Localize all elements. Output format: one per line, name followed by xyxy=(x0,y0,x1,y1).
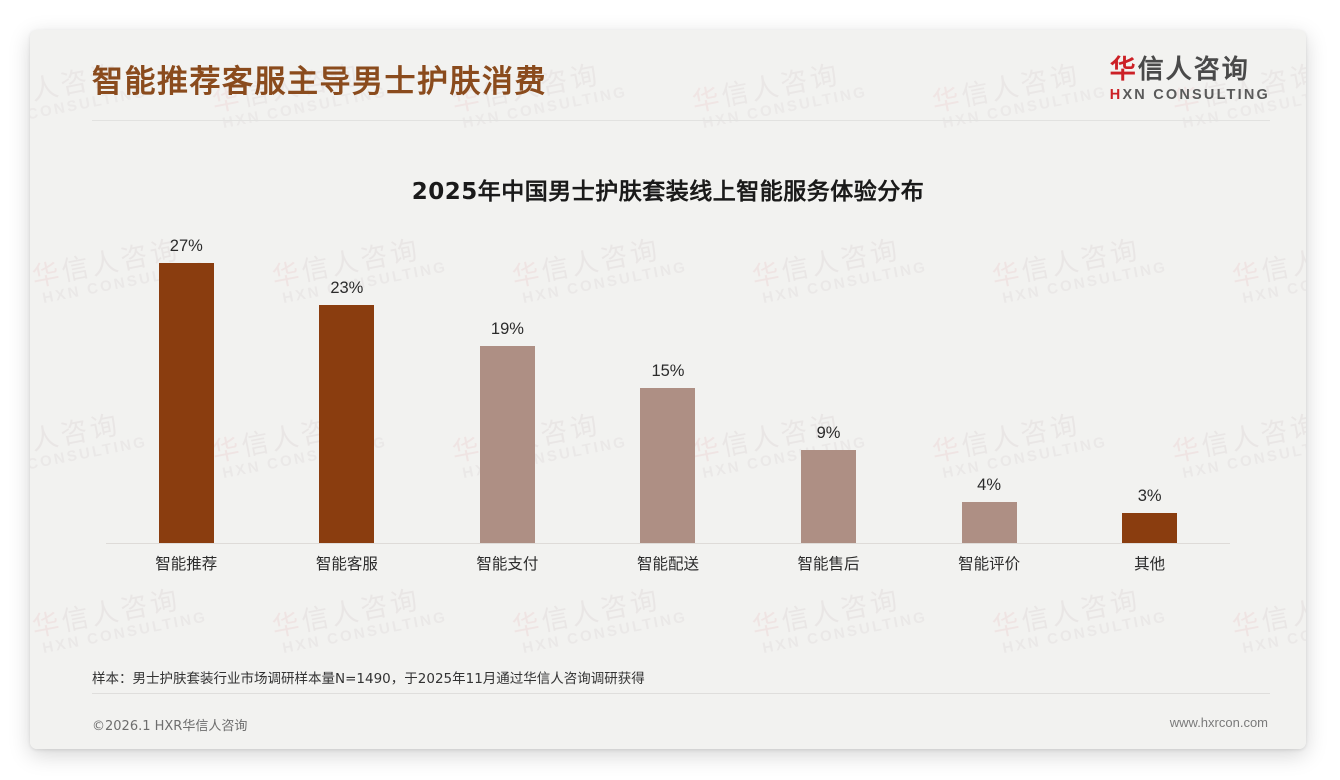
bar-rect[interactable] xyxy=(961,502,1017,544)
page-title: 智能推荐客服主导男士护肤消费 xyxy=(92,64,547,100)
bar-rect[interactable] xyxy=(801,450,857,544)
chart-area: 2025年中国男士护肤套装线上智能服务体验分布 27% 23% 19% 15% 9% 4%… xyxy=(30,122,1306,653)
bar-value-label: 4% xyxy=(977,476,1002,495)
bar-value-label: 9% xyxy=(816,424,841,443)
bar-rect[interactable] xyxy=(319,304,375,544)
bar-rect[interactable] xyxy=(158,263,214,544)
footer-bar: ©2026.1 HXR华信人咨询 www.hxrcon.com xyxy=(30,703,1306,749)
x-axis-label: 智能售后 xyxy=(797,555,860,573)
bar-value-label: 3% xyxy=(1137,486,1162,505)
bar-column[interactable]: 9% xyxy=(748,232,909,544)
bar-value-label: 27% xyxy=(169,237,203,256)
bar-value-label: 19% xyxy=(490,320,524,339)
x-axis-label: 智能配送 xyxy=(636,555,699,573)
footer-copyright: ©2026.1 HXR华信人咨询 xyxy=(92,719,248,734)
bar-rect[interactable] xyxy=(640,388,696,544)
footnote-divider xyxy=(92,693,1270,694)
bar-rect[interactable] xyxy=(479,346,535,544)
bar-column[interactable]: 15% xyxy=(588,232,749,544)
brand-logo-cn-rest: 信人咨询 xyxy=(1137,55,1250,85)
bar-column[interactable]: 19% xyxy=(427,232,588,544)
bar-series: 27% 23% 19% 15% 9% 4% 3% xyxy=(106,232,1230,544)
brand-logo: 华信人咨询 HXN CONSULTING xyxy=(1110,56,1270,104)
x-axis-label: 智能推荐 xyxy=(155,555,218,573)
brand-logo-en-rest: XN CONSULTING xyxy=(1122,86,1270,103)
bar-column[interactable]: 27% xyxy=(106,232,267,544)
x-axis-line xyxy=(106,543,1230,544)
brand-logo-en-red: H xyxy=(1109,86,1123,103)
bar-value-label: 15% xyxy=(651,362,685,380)
chart-title: 2025年中国男士护肤套装线上智能服务体验分布 xyxy=(411,179,925,205)
x-axis-label: 智能支付 xyxy=(476,555,539,573)
brand-logo-cn-red: 华 xyxy=(1109,55,1138,85)
x-axis-label: 智能评价 xyxy=(958,555,1021,573)
bar-value-label: 23% xyxy=(330,278,364,297)
x-axis-label: 其他 xyxy=(1134,555,1166,573)
brand-logo-english: HXN CONSULTING xyxy=(1109,86,1270,104)
bar-chart-plot: 27% 23% 19% 15% 9% 4% 3% 智能推荐 智能客服 智能支付 智能配送 智能售后智… xyxy=(78,232,1258,592)
slide-header: 智能推荐客服主导男士护肤消费 华信人咨询 HXN CONSULTING xyxy=(30,30,1306,120)
footer-website[interactable]: www.hxrcon.com xyxy=(1169,715,1268,730)
x-axis-label: 智能客服 xyxy=(315,555,378,573)
bar-column[interactable]: 23% xyxy=(267,232,428,544)
bar-rect[interactable] xyxy=(1122,512,1178,544)
footnote: 样本：男士护肤套装行业市场调研样本量N=1490，于2025年11月通过华信人咨… xyxy=(92,671,645,687)
bar-column[interactable]: 3% xyxy=(1069,232,1230,544)
header-divider xyxy=(92,120,1270,121)
x-axis-category-labels: 智能推荐 智能客服 智能支付 智能配送 智能售后 智能评价 其他 xyxy=(106,552,1230,584)
brand-logo-chinese: 华信人咨询 xyxy=(1110,56,1270,85)
bar-column[interactable]: 4% xyxy=(909,232,1070,544)
